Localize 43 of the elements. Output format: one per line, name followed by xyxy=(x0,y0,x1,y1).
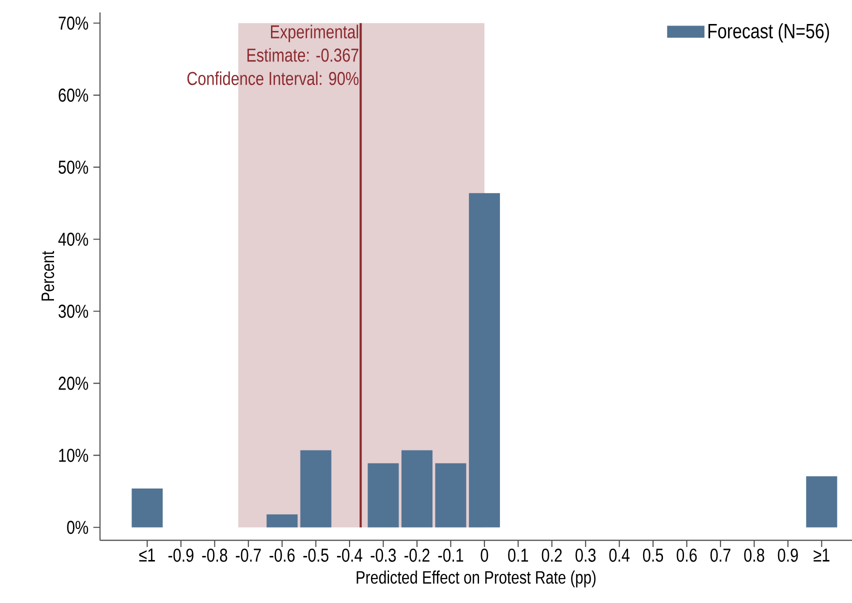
x-tick-label: 0 xyxy=(480,548,488,562)
x-tick-label: 0.1 xyxy=(508,548,528,562)
legend-label: Forecast (N=56) xyxy=(708,23,829,42)
bar xyxy=(132,488,163,528)
y-tick-label: 10% xyxy=(59,448,88,462)
x-tick-label: 0.6 xyxy=(676,548,697,562)
x-tick-label: 0.9 xyxy=(778,548,798,562)
annotation: Experimental xyxy=(271,24,358,42)
bar xyxy=(368,463,399,528)
y-tick-label: 0% xyxy=(67,520,88,534)
annotation: Confidence Interval: 90% xyxy=(187,71,359,86)
x-axis-title: Predicted Effect on Protest Rate (pp) xyxy=(356,570,596,588)
bar xyxy=(435,463,466,528)
x-tick-label: -0.9 xyxy=(168,548,194,562)
x-tick-label: -0.7 xyxy=(236,548,261,562)
x-tick-label: 0.4 xyxy=(609,548,630,562)
x-tick-label: 0.2 xyxy=(542,548,562,562)
x-tick-label: -0.2 xyxy=(404,548,430,562)
y-tick-label: 50% xyxy=(58,160,88,174)
bar xyxy=(468,193,500,528)
x-tick-label: 0.8 xyxy=(744,548,764,562)
x-tick-label: -0.3 xyxy=(370,548,396,562)
bar xyxy=(401,450,433,528)
x-tick-label: -0.1 xyxy=(438,548,464,562)
x-tick-label: -0.8 xyxy=(202,548,228,562)
bar xyxy=(300,450,332,528)
bar xyxy=(806,476,838,528)
x-tick-label: -0.6 xyxy=(270,548,295,562)
y-tick-label: 70% xyxy=(58,16,88,30)
y-tick-label: 30% xyxy=(58,304,88,318)
x-tick-label: -0.5 xyxy=(303,548,328,562)
x-tick-label: ≤1 xyxy=(139,548,155,562)
x-tick-label: 0.3 xyxy=(576,548,596,562)
x-tick-label: 0.5 xyxy=(643,548,664,562)
x-tick-label: ≥1 xyxy=(814,548,830,562)
y-tick-label: 40% xyxy=(58,232,88,246)
y-tick-label: 20% xyxy=(58,376,88,390)
x-tick-label: 0.7 xyxy=(710,548,730,562)
annotation: Estimate: -0.367 xyxy=(247,48,358,62)
bar xyxy=(266,514,298,528)
x-tick-label: -0.4 xyxy=(337,548,362,562)
y-tick-label: 60% xyxy=(58,88,88,102)
y-axis-title: Percent xyxy=(42,251,54,301)
